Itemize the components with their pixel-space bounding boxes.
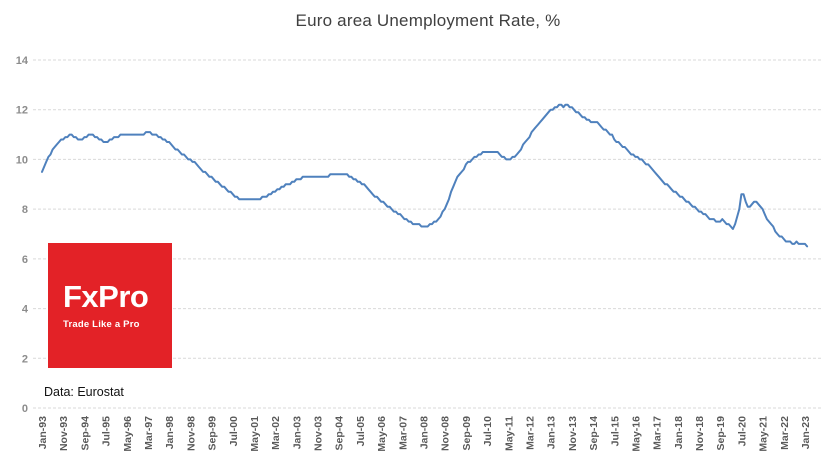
chart-title: Euro area Unemployment Rate, % — [295, 11, 561, 30]
x-axis-tick-label: Jan-23 — [800, 416, 812, 449]
x-axis-tick-label: Sep-99 — [207, 416, 219, 451]
x-axis-tick-label: Jan-18 — [673, 416, 685, 449]
x-axis-tick-label: Nov-03 — [313, 416, 325, 451]
x-axis-tick-label: Nov-08 — [440, 416, 452, 451]
fxpro-logo-tagline: Trade Like a Pro — [63, 318, 140, 330]
y-axis-tick-label: 6 — [22, 254, 28, 266]
x-axis-tick-label: May-06 — [376, 416, 388, 452]
x-axis-tick-label: Mar-12 — [525, 416, 537, 450]
x-axis-tick-label: May-96 — [122, 416, 134, 452]
x-axis-tick-label: Jan-13 — [546, 416, 558, 449]
y-axis-tick-label: 2 — [22, 353, 28, 365]
x-axis-tick-label: Sep-04 — [334, 416, 346, 451]
x-axis-tick-label: Sep-19 — [715, 416, 727, 451]
x-axis-tick-label: Jul-15 — [609, 416, 621, 447]
x-axis-tick-label: Mar-97 — [143, 416, 155, 450]
x-axis-tick-label: Sep-14 — [588, 416, 600, 451]
y-axis-tick-label: 0 — [22, 403, 28, 415]
x-axis-tick-label: Jan-03 — [291, 416, 303, 449]
x-axis-tick-label: Sep-09 — [461, 416, 473, 451]
x-axis-tick-label: Nov-93 — [58, 416, 70, 451]
x-axis-tick-label: Mar-07 — [397, 416, 409, 450]
x-axis-tick-label: Mar-02 — [270, 416, 282, 450]
x-axis-tick-label: Nov-98 — [185, 416, 197, 451]
x-axis-tick-label: Mar-17 — [652, 416, 664, 450]
y-axis-tick-label: 10 — [16, 154, 28, 166]
unemployment-rate-line — [41, 103, 809, 248]
x-axis-tick-label: May-21 — [758, 416, 770, 452]
y-axis-tick-label: 14 — [16, 55, 29, 67]
x-axis-tick-label: Jul-10 — [482, 416, 494, 447]
x-axis-tick-label: Jul-95 — [101, 416, 113, 447]
data-source-label: Data: Eurostat — [44, 385, 124, 399]
x-axis-tick-label: Jan-98 — [164, 416, 176, 449]
x-axis-tick-label: May-16 — [630, 416, 642, 452]
x-axis-tick-label: Jul-05 — [355, 416, 367, 447]
x-axis-tick-label: May-01 — [249, 416, 261, 452]
x-axis-tick-label: Nov-18 — [694, 416, 706, 451]
x-axis-tick-label: Jul-20 — [736, 416, 748, 447]
fxpro-logo-text: FxPro — [63, 279, 149, 315]
y-axis-tick-label: 8 — [22, 204, 28, 216]
x-axis-tick-label: May-11 — [503, 416, 515, 451]
x-axis-tick-label: Nov-13 — [567, 416, 579, 451]
fxpro-logo: FxPro Trade Like a Pro — [48, 243, 172, 368]
y-axis-tick-label: 4 — [22, 304, 29, 316]
x-axis-tick-label: Jul-00 — [228, 416, 240, 447]
x-axis-tick-label: Sep-94 — [79, 416, 91, 451]
x-axis-tick-label: Jan-93 — [37, 416, 49, 449]
y-axis-tick-label: 12 — [16, 105, 28, 117]
x-axis-tick-label: Jan-08 — [419, 416, 431, 449]
x-axis-tick-label: Mar-22 — [779, 416, 791, 450]
